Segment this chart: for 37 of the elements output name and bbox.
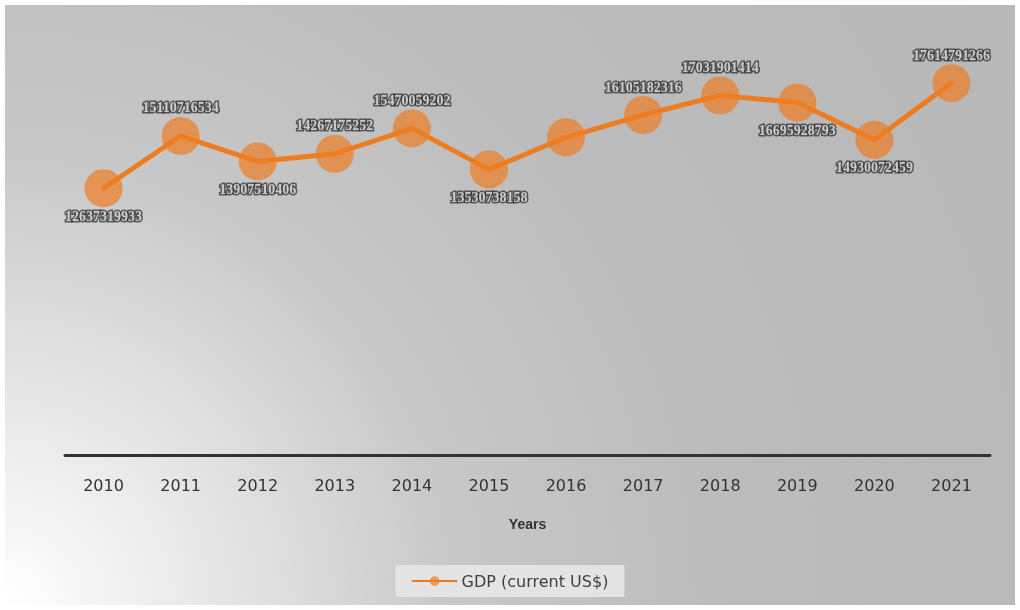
- point: [392, 109, 431, 148]
- point: [932, 64, 971, 103]
- x-axis-title: Years: [508, 516, 547, 532]
- data-label: 17614791266: [912, 47, 990, 63]
- point: [778, 83, 817, 122]
- x-tick-label: 2010: [83, 475, 124, 495]
- x-tick-label: 2021: [931, 475, 972, 495]
- data-label: 16105182316: [604, 79, 682, 95]
- data-label: 15470059202: [373, 92, 451, 108]
- point: [855, 120, 894, 159]
- x-tick-label: 2017: [622, 475, 664, 495]
- point: [624, 96, 663, 134]
- data-label: 14930072459: [835, 160, 913, 176]
- point: [547, 118, 586, 157]
- point: [315, 134, 354, 173]
- data-label: 17031901414: [681, 59, 759, 75]
- data-label: 14267175252: [296, 118, 374, 134]
- x-tick-label: 2016: [545, 475, 587, 495]
- point: [161, 117, 200, 155]
- x-tick-label: 2019: [776, 475, 818, 495]
- data-label: 13530738158: [450, 189, 528, 205]
- x-tick-label: 2018: [699, 475, 741, 495]
- data-label: 16695928793: [758, 123, 836, 139]
- point: [470, 150, 508, 189]
- x-tick-label: 2012: [237, 475, 279, 495]
- data-label: 13907510406: [219, 181, 297, 197]
- x-tick-label: 2013: [314, 475, 356, 495]
- x-tick-label: 2011: [160, 475, 201, 495]
- data-label: 12637319933: [65, 208, 143, 224]
- point: [84, 169, 123, 208]
- point: [238, 142, 277, 181]
- point: [701, 76, 740, 115]
- legend-label: GDP (current US$): [461, 571, 609, 591]
- data-label: 15110716534: [142, 100, 219, 116]
- x-tick-label: 2020: [854, 475, 895, 495]
- x-tick-label: 2015: [468, 475, 510, 495]
- x-tick-label: 2014: [391, 475, 433, 495]
